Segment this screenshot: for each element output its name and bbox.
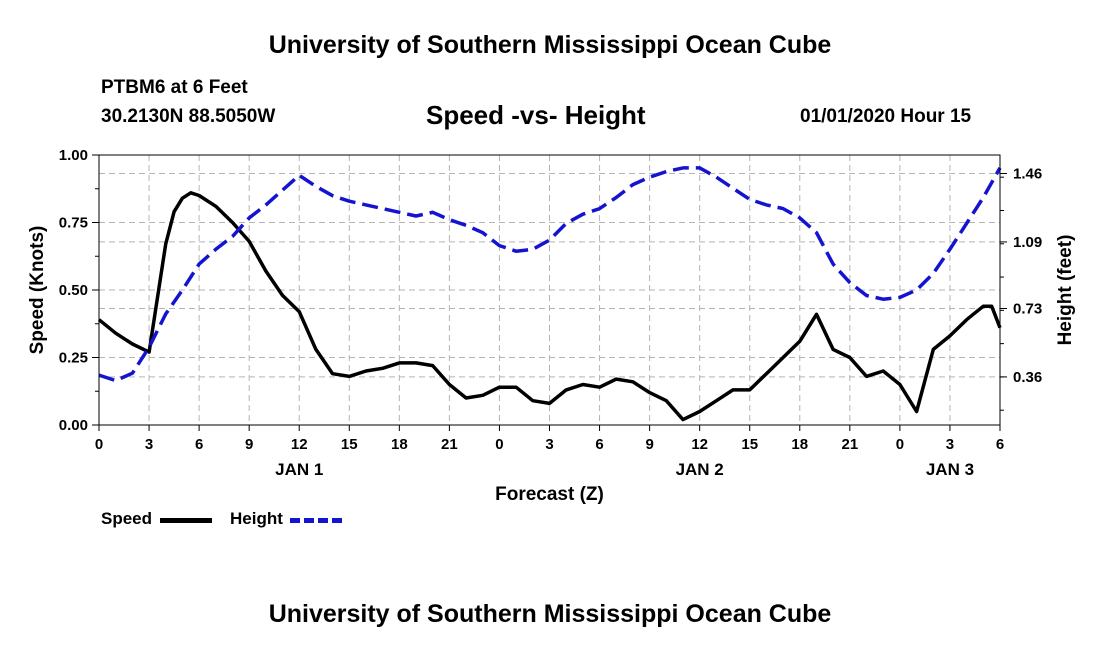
legend-height-label: Height <box>230 509 283 528</box>
x-tick-label: 0 <box>495 436 503 453</box>
x-tick-label: 12 <box>291 436 308 453</box>
y-tick-label: 0.25 <box>59 350 88 367</box>
page-title: University of Southern Mississippi Ocean… <box>268 31 832 59</box>
x-tick-label: 9 <box>645 436 653 453</box>
legend-speed-label: Speed <box>101 509 153 528</box>
day-label: JAN 2 <box>676 460 724 479</box>
y-tick-label: 0.75 <box>59 215 88 232</box>
chart-title: Speed -vs- Height <box>426 100 646 130</box>
height-series-line <box>98 166 1002 383</box>
station-label: PTBM6 at 6 Feet <box>101 77 248 98</box>
x-tick-label: 9 <box>245 436 253 453</box>
y2-axis-label: Height (feet) <box>1055 235 1076 346</box>
x-tick-label: 3 <box>946 436 954 453</box>
x-axis-label: Forecast (Z) <box>495 484 604 505</box>
x-tick-label: 12 <box>691 436 708 453</box>
x-tick-label: 3 <box>145 436 153 453</box>
x-tick-label: 18 <box>791 436 808 453</box>
x-tick-label: 15 <box>741 436 758 453</box>
axes: 0 3 6 9 12 15 18 21 0 3 6 9 12 15 18 21 0 3 6 JAN 1 JAN 2 JAN… <box>59 147 1042 479</box>
x-tick-label: 21 <box>841 436 858 453</box>
day-label: JAN 3 <box>926 460 974 479</box>
y-tick-label: 0.00 <box>59 417 88 434</box>
x-tick-label: 0 <box>95 436 103 453</box>
x-tick-label: 6 <box>996 436 1004 453</box>
x-tick-label: 21 <box>441 436 458 453</box>
legend-speed-swatch <box>160 518 212 523</box>
y-tick-label: 1.00 <box>59 147 88 164</box>
station-coordinates: 30.2130N 88.5050W <box>101 106 276 127</box>
y2-tick-label: 0.36 <box>1013 369 1042 386</box>
series-layer <box>97 166 1002 422</box>
x-tick-label: 0 <box>896 436 904 453</box>
day-label: JAN 1 <box>275 460 323 479</box>
y2-tick-label: 0.73 <box>1013 300 1042 317</box>
y-axis-label: Speed (Knots) <box>27 226 48 355</box>
legend-height-swatch <box>290 518 342 523</box>
y2-tick-label: 1.09 <box>1013 234 1042 251</box>
footer-title: University of Southern Mississippi Ocean… <box>268 600 832 628</box>
y2-tick-label: 1.46 <box>1013 165 1042 182</box>
x-tick-label: 15 <box>341 436 358 453</box>
x-tick-label: 3 <box>545 436 553 453</box>
forecast-run-time: 01/01/2020 Hour 15 <box>800 106 972 127</box>
speed-series-line <box>97 191 1002 422</box>
x-tick-label: 18 <box>391 436 408 453</box>
x-tick-label: 6 <box>595 436 603 453</box>
x-tick-label: 6 <box>195 436 203 453</box>
grid <box>99 155 1000 425</box>
y-tick-label: 0.50 <box>59 282 88 299</box>
